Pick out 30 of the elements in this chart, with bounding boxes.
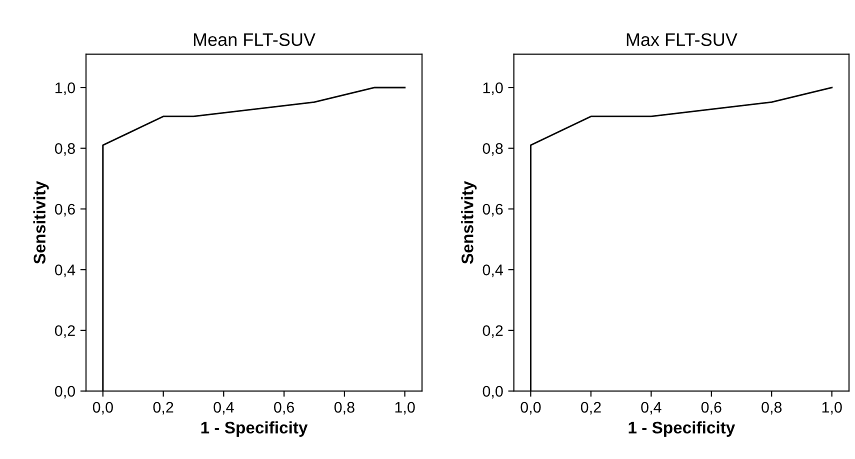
y-tick-label: 0,4 bbox=[54, 264, 76, 278]
y-tick-label: 1,0 bbox=[483, 82, 503, 96]
x-tick-label: 0,6 bbox=[274, 402, 294, 415]
x-axis-title: 1 - Specificity bbox=[628, 421, 736, 437]
y-tick-label: 0,2 bbox=[482, 325, 503, 338]
y-tick-label: 0,6 bbox=[482, 204, 503, 216]
x-tick-label: 0,4 bbox=[641, 402, 662, 415]
x-tick-label: 0,8 bbox=[334, 402, 354, 415]
y-tick-label: 0,2 bbox=[54, 325, 75, 338]
x-tick-label: 1,0 bbox=[395, 402, 415, 415]
x-tick-label: 1,0 bbox=[822, 402, 842, 415]
x-tick-label: 0,4 bbox=[214, 402, 234, 415]
y-axis-title: Sensitivity bbox=[461, 181, 477, 264]
chart-title: Mean FLT-SUV bbox=[194, 33, 316, 46]
y-axis-title: Sensitivity bbox=[33, 181, 49, 264]
x-tick-label: 0,2 bbox=[153, 402, 174, 415]
y-tick-label: 0,8 bbox=[482, 143, 503, 156]
y-tick-label: 0,0 bbox=[482, 386, 503, 399]
x-tick-label: 0,6 bbox=[701, 402, 722, 415]
y-tick-label: 1,0 bbox=[56, 82, 75, 96]
y-tick-label: 0,4 bbox=[482, 264, 503, 278]
x-axis-title: 1 - Specificity bbox=[201, 421, 308, 437]
x-tick-label: 0,2 bbox=[580, 402, 601, 415]
y-tick-label: 0,6 bbox=[54, 204, 75, 216]
y-tick-label: 0,0 bbox=[54, 386, 75, 399]
x-tick-label: 0,0 bbox=[92, 402, 113, 415]
x-tick-label: 0,8 bbox=[762, 402, 782, 415]
y-tick-label: 0,8 bbox=[54, 143, 75, 156]
x-tick-label: 0,0 bbox=[520, 402, 541, 415]
chart-title: Max FLT-SUV bbox=[626, 33, 738, 46]
